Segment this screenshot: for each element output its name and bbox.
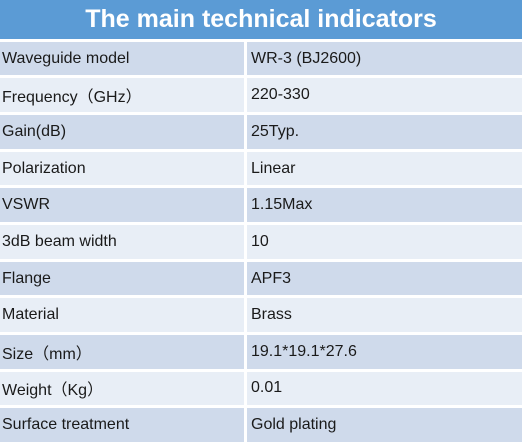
- row-label: Waveguide model: [0, 41, 247, 79]
- table-row: Material Brass: [0, 298, 522, 335]
- table-row: Polarization Linear: [0, 151, 522, 189]
- table-row: Frequency（GHz） 220-330: [0, 78, 522, 116]
- table-row: 3dB beam width 10: [0, 225, 522, 262]
- row-value: 0.01: [247, 371, 522, 409]
- row-value: 10: [247, 225, 522, 262]
- row-value: Gold plating: [247, 408, 522, 442]
- row-label: 3dB beam width: [0, 225, 247, 262]
- table-row: Gain(dB) 25Typ.: [0, 115, 522, 152]
- table-row: Flange APF3: [0, 261, 522, 299]
- row-label: VSWR: [0, 188, 247, 226]
- table-header-row: The main technical indicators: [0, 0, 522, 42]
- table-row: VSWR 1.15Max: [0, 188, 522, 226]
- row-value: 19.1*19.1*27.6: [247, 335, 522, 372]
- row-value: 1.15Max: [247, 188, 522, 226]
- row-label: Flange: [0, 261, 247, 299]
- row-value: Linear: [247, 151, 522, 189]
- row-label: Size（mm）: [0, 335, 247, 372]
- row-label: Material: [0, 298, 247, 335]
- table-row: Waveguide model WR-3 (BJ2600): [0, 41, 522, 79]
- row-label: Polarization: [0, 151, 247, 189]
- table-row: Weight（Kg） 0.01: [0, 371, 522, 409]
- table-row: Size（mm） 19.1*19.1*27.6: [0, 335, 522, 372]
- row-label: Weight（Kg）: [0, 371, 247, 409]
- table-row: Surface treatment Gold plating: [0, 408, 522, 442]
- row-value: Brass: [247, 298, 522, 335]
- row-value: 220-330: [247, 78, 522, 116]
- table-title: The main technical indicators: [0, 0, 522, 42]
- row-value: WR-3 (BJ2600): [247, 41, 522, 79]
- row-value: APF3: [247, 261, 522, 299]
- row-label: Gain(dB): [0, 115, 247, 152]
- row-label: Frequency（GHz）: [0, 78, 247, 116]
- row-label: Surface treatment: [0, 408, 247, 442]
- row-value: 25Typ.: [247, 115, 522, 152]
